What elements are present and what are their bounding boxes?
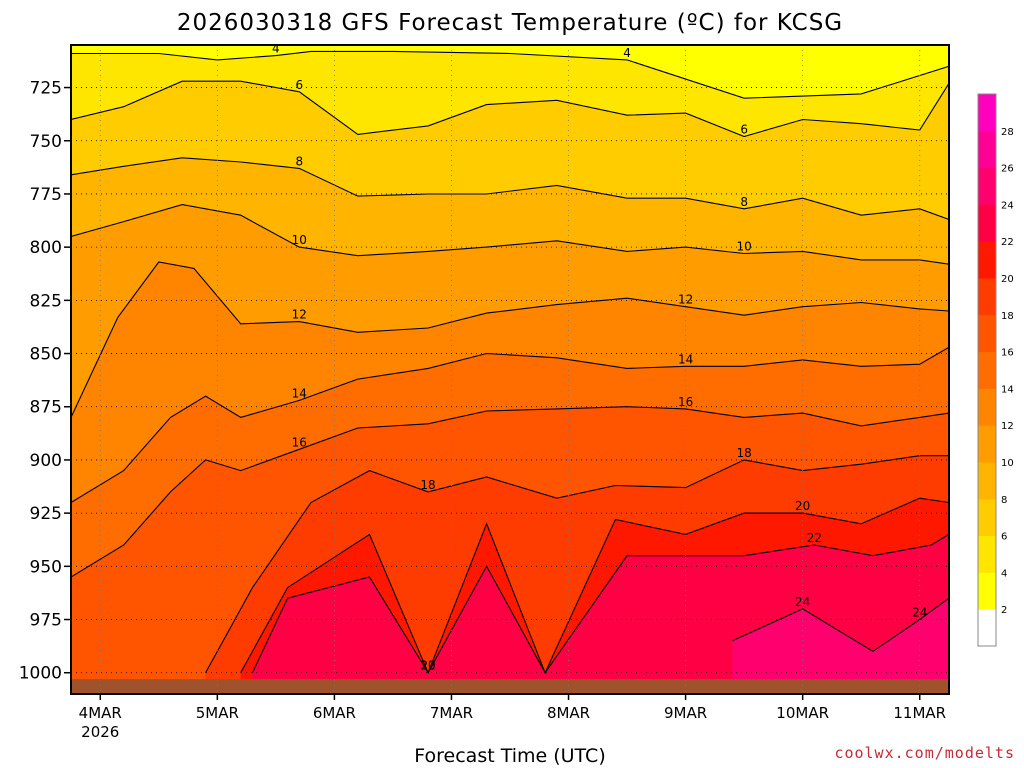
contour-label-6-1: 6 [740, 122, 748, 136]
contour-label-10-1: 10 [736, 240, 751, 254]
colorbar-tick-18: 18 [1001, 311, 1014, 322]
contour-label-20-1: 20 [795, 499, 810, 513]
isotherm-lines [71, 50, 949, 675]
x-tick-label-4MAR: 4MAR [79, 704, 122, 722]
credit-text: coolwx.com/modelts [834, 744, 1015, 762]
contour-label-18-0: 18 [420, 478, 435, 492]
isotherm-24 [732, 597, 949, 653]
contour-label-22-0: 22 [420, 659, 435, 673]
isotherm-12 [71, 261, 949, 418]
colorbar-tick-6: 6 [1001, 532, 1007, 543]
x-tick-label-8MAR: 8MAR [547, 704, 590, 722]
y-tick-label-875: 875 [30, 398, 62, 418]
y-tick-label-750: 750 [30, 132, 62, 152]
x-tick-label-5MAR: 5MAR [196, 704, 239, 722]
colorbar-tick-12: 12 [1001, 421, 1014, 432]
isotherm-6 [71, 80, 949, 138]
colorbar-swatch-9 [978, 278, 996, 316]
plot-frame [70, 44, 950, 695]
colorbar-tick-10: 10 [1001, 458, 1014, 469]
y-tick-label-925: 925 [30, 504, 62, 524]
colorbar-swatch-14 [978, 94, 996, 132]
isotherm-20 [240, 497, 949, 675]
y-tick-label-900: 900 [30, 451, 62, 471]
temperature-bands [71, 45, 949, 694]
isotherm-18 [205, 455, 949, 673]
colorbar-swatch-8 [978, 314, 996, 353]
y-tick-label-950: 950 [30, 557, 62, 577]
contour-label-24-1: 24 [912, 606, 927, 620]
isotherm-22 [252, 533, 949, 674]
contour-label-6-0: 6 [295, 78, 303, 92]
x-tick-label-9MAR: 9MAR [664, 704, 707, 722]
band-24 [732, 598, 949, 694]
colorbar-tick-20: 20 [1001, 274, 1014, 285]
colorbar-swatch-11 [978, 204, 996, 242]
contour-label-8-0: 8 [295, 154, 303, 168]
contour-label-14-1: 14 [678, 352, 693, 366]
x-tick-label-6MAR: 6MAR [313, 704, 356, 722]
contour-label-12-0: 12 [292, 308, 307, 322]
colorbar-tick-28: 28 [1001, 127, 1014, 138]
x-axis-label: Forecast Time (UTC) [414, 745, 605, 767]
colorbar-tick-22: 22 [1001, 237, 1014, 248]
colorbar-swatch-5 [978, 425, 996, 463]
colorbar-tick-2: 2 [1001, 605, 1007, 616]
y-tick-label-725: 725 [30, 79, 62, 99]
x-tick-label-11MAR: 11MAR [893, 704, 946, 722]
chart-title: 2026030318 GFS Forecast Temperature (ºC)… [177, 10, 843, 36]
colorbar-swatch-6 [978, 388, 996, 426]
colorbar-swatch-13 [978, 130, 996, 169]
colorbar-swatch-12 [978, 167, 996, 205]
colorbar-swatch-7 [978, 351, 996, 389]
isotherm-8 [71, 157, 949, 221]
y-tick-label-975: 975 [30, 611, 62, 631]
x-tick-label-10MAR: 10MAR [776, 704, 829, 722]
contour-label-12-1: 12 [678, 293, 693, 307]
colorbar-tick-24: 24 [1001, 200, 1014, 211]
x-tick-label-7MAR: 7MAR [430, 704, 473, 722]
contour-label-20-0: 20 [420, 659, 435, 673]
ground-surface [71, 679, 949, 694]
colorbar-frame [977, 93, 997, 647]
contour-label-24-0: 24 [795, 595, 810, 609]
contour-label-8-1: 8 [740, 195, 748, 209]
isotherm-10 [71, 204, 949, 265]
colorbar-tick-16: 16 [1001, 348, 1014, 359]
y-tick-label-850: 850 [30, 345, 62, 365]
colorbar-swatch-3 [978, 498, 996, 537]
y-axis: 725 750 775 800 825 850 875 900 925 950 975 1000 [19, 79, 71, 684]
colorbar-swatch-10 [978, 241, 996, 279]
colorbar-tick-8: 8 [1001, 495, 1007, 506]
colorbar-tick-26: 26 [1001, 164, 1014, 175]
y-tick-label-825: 825 [30, 291, 62, 311]
y-tick-label-800: 800 [30, 238, 62, 258]
contour-label-16-1: 16 [678, 395, 693, 409]
contour-label-18-1: 18 [736, 446, 751, 460]
contour-label-14-0: 14 [292, 386, 307, 400]
y-tick-label-1000: 1000 [19, 664, 62, 684]
contour-label-22-1: 22 [807, 531, 822, 545]
x-tick-year: 2026 [81, 723, 119, 741]
colorbar-tick-14: 14 [1001, 384, 1014, 395]
colorbar-tick-4: 4 [1001, 568, 1007, 579]
colorbar-swatch-4 [978, 462, 996, 500]
colorbar-swatch-1 [978, 572, 996, 610]
contour-label-10-0: 10 [292, 233, 307, 247]
y-tick-label-775: 775 [30, 185, 62, 205]
contour-label-4-1: 4 [623, 46, 631, 60]
isotherm-16 [71, 406, 949, 578]
isotherm-4 [71, 50, 949, 99]
grid-lines [71, 45, 949, 694]
colorbar-swatch-0 [978, 609, 996, 647]
contour-label-4-0: 4 [272, 42, 280, 56]
contour-label-16-0: 16 [292, 435, 307, 449]
colorbar-swatch-2 [978, 535, 996, 573]
